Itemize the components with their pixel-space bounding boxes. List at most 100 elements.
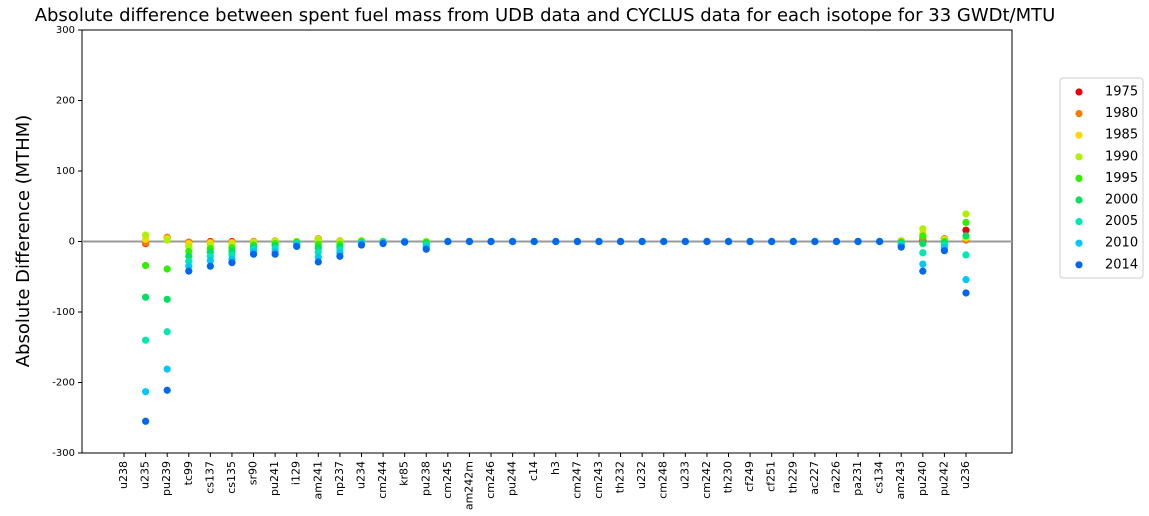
point	[703, 237, 711, 246]
point	[681, 237, 689, 246]
point	[163, 386, 171, 394]
point	[206, 262, 214, 270]
point	[530, 237, 538, 246]
x-tick-label: np237	[333, 461, 346, 496]
x-tick-label: sr90	[247, 461, 260, 485]
x-tick-label: cs135	[225, 461, 238, 494]
point	[616, 237, 625, 246]
point	[163, 328, 171, 336]
point	[357, 241, 366, 249]
legend-marker	[1075, 153, 1083, 161]
x-tick-label: c14	[527, 461, 540, 481]
point	[141, 417, 150, 425]
x-tick-label: pu239	[160, 461, 173, 496]
point	[163, 365, 171, 373]
point	[314, 258, 322, 266]
point	[163, 295, 171, 303]
point	[314, 253, 322, 261]
x-tick-label: cm247	[570, 461, 583, 499]
x-tick-label: cs134	[873, 461, 886, 494]
x-tick-label: cm246	[484, 461, 497, 499]
point	[141, 336, 150, 344]
point	[141, 293, 150, 301]
legend-label: 1975	[1105, 85, 1138, 100]
x-tick-label: pu244	[506, 461, 519, 496]
legend-label: 1990	[1105, 149, 1138, 164]
point	[249, 250, 258, 258]
y-tick-label: -200	[52, 378, 75, 389]
legend-label: 2014	[1105, 257, 1138, 272]
y-tick-label: 0	[69, 237, 75, 248]
point	[854, 237, 862, 246]
point	[444, 237, 452, 246]
y-tick-label: -100	[52, 307, 75, 318]
point	[832, 237, 841, 246]
point	[573, 237, 581, 246]
legend-label: 2000	[1105, 193, 1138, 208]
x-tick-label: u233	[678, 461, 691, 489]
point	[660, 237, 668, 246]
point	[185, 252, 193, 260]
legend-label: 2010	[1105, 236, 1138, 251]
point	[141, 388, 150, 396]
point	[919, 225, 927, 233]
x-tick-label: cm245	[441, 461, 454, 499]
legend-marker	[1075, 261, 1083, 269]
x-tick-label: cm248	[657, 461, 670, 499]
point	[919, 232, 927, 240]
x-tick-label: i129	[290, 461, 303, 485]
point	[228, 259, 236, 267]
point	[185, 257, 193, 265]
x-tick-label: u232	[635, 461, 648, 489]
point	[401, 238, 409, 246]
point	[465, 237, 474, 246]
x-tick-label: u238	[117, 461, 130, 489]
point	[962, 218, 970, 227]
x-tick-label: am243	[894, 461, 907, 499]
legend-box	[1059, 77, 1144, 279]
legend-marker	[1075, 131, 1083, 139]
x-tick-label: am241	[311, 461, 324, 499]
point	[552, 237, 560, 246]
legend-marker	[1075, 239, 1083, 247]
point	[919, 249, 927, 257]
legend-label: 1985	[1105, 128, 1138, 143]
point	[919, 240, 927, 248]
point	[163, 265, 171, 273]
y-tick-label: 300	[56, 25, 75, 36]
x-tick-label: cs137	[203, 461, 216, 494]
x-tick-label: cf249	[743, 461, 756, 492]
point	[163, 236, 171, 244]
y-tick-label: 100	[56, 166, 75, 177]
legend-marker	[1075, 196, 1083, 204]
point	[811, 237, 819, 246]
y-axis-label: Absolute Difference (MTHM)	[13, 115, 34, 368]
x-tick-label: ac227	[808, 461, 821, 495]
legend-marker	[1075, 218, 1083, 226]
x-tick-label: th230	[722, 461, 735, 493]
point	[789, 237, 797, 246]
legend-marker	[1075, 88, 1083, 96]
point	[379, 240, 387, 248]
point	[293, 242, 301, 251]
x-tick-label: cf251	[765, 461, 778, 492]
point	[185, 247, 193, 255]
point	[876, 237, 884, 246]
point	[919, 260, 927, 268]
point	[141, 231, 150, 239]
x-tick-label: th229	[786, 461, 799, 493]
x-tick-label: pu240	[916, 461, 929, 496]
point	[314, 248, 322, 256]
x-tick-label: u234	[354, 461, 367, 489]
point	[940, 247, 949, 255]
point	[962, 226, 970, 234]
point	[746, 237, 754, 246]
x-tick-label: pa231	[851, 461, 864, 496]
point	[962, 251, 970, 259]
x-tick-label: cm243	[592, 461, 605, 499]
point	[509, 237, 517, 246]
point	[962, 289, 970, 297]
x-tick-label: u235	[139, 461, 152, 489]
point	[141, 261, 150, 270]
x-tick-label: pu241	[268, 461, 281, 496]
